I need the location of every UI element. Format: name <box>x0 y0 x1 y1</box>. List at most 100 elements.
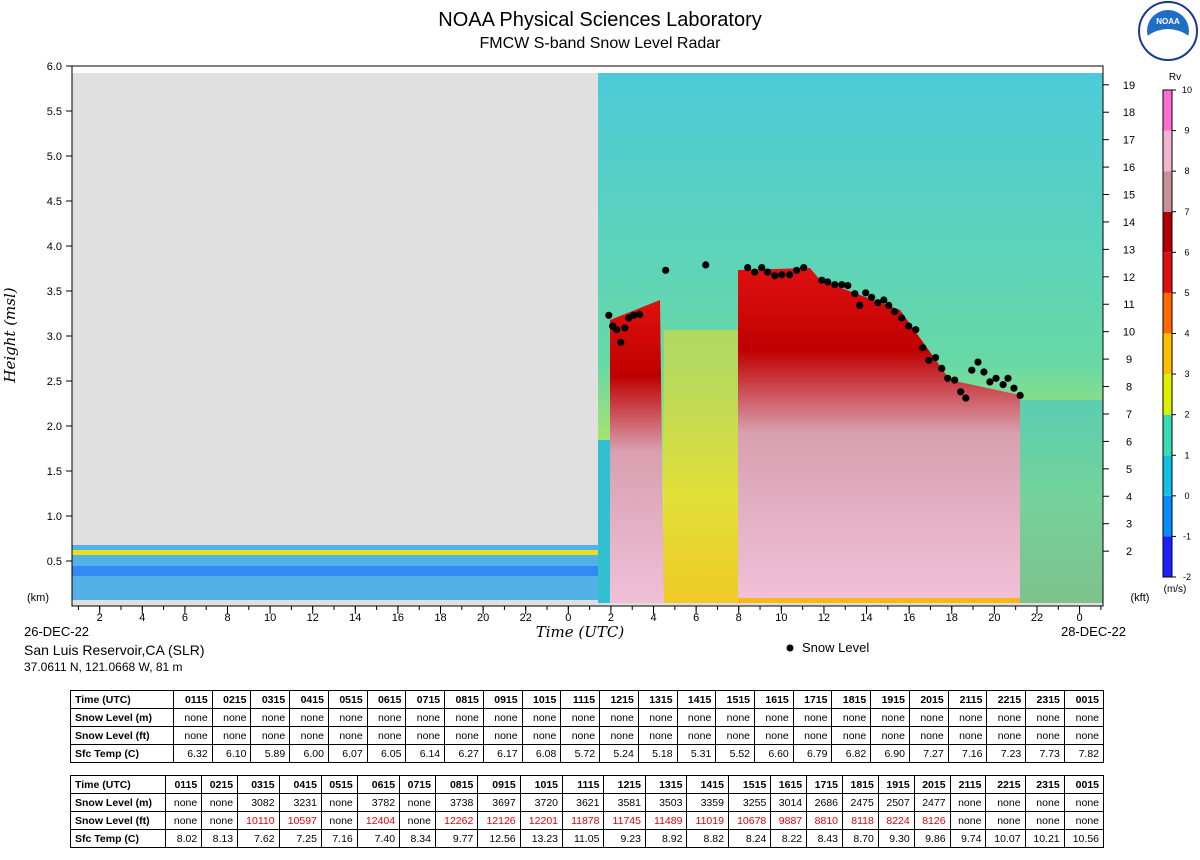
table-cell: none <box>560 726 601 745</box>
table-cell: 3231 <box>278 793 322 812</box>
table-cell: none <box>831 726 872 745</box>
snow-level-point <box>999 381 1007 389</box>
table-cell: none <box>165 793 203 812</box>
table-cell: none <box>320 811 358 830</box>
x-tick-label: 6 <box>693 612 699 624</box>
table-cell: 1315 <box>637 690 678 709</box>
x-tick-label: 16 <box>392 612 404 624</box>
snow-level-point <box>621 324 629 332</box>
table-cell: 0515 <box>327 690 368 709</box>
table-cell: none <box>250 726 291 745</box>
snow-level-point <box>925 356 933 364</box>
table-cell: none <box>831 708 872 727</box>
table-cell: none <box>985 811 1026 830</box>
table-cell: 0115 <box>165 775 203 794</box>
table-cell: 0215 <box>211 690 252 709</box>
table-cell: none <box>599 726 639 745</box>
snow-level-point <box>844 282 852 290</box>
table-cell: none <box>637 708 678 727</box>
table-cell: 8.43 <box>806 829 843 848</box>
snow-level-point <box>891 308 899 316</box>
snow-level-point <box>938 364 946 372</box>
table-cell: 0415 <box>289 690 329 709</box>
colorbar-band <box>1163 252 1172 293</box>
snow-level-point <box>818 276 826 284</box>
table-cell: 8.02 <box>165 829 203 848</box>
x-tick-label: 12 <box>818 612 830 624</box>
x-tick-label: 4 <box>650 612 656 624</box>
table-cell: none <box>1063 726 1105 745</box>
table-cell: 2315 <box>1024 775 1065 794</box>
x-tick-label: 18 <box>946 612 958 624</box>
table-cell: none <box>366 708 407 727</box>
colorbar-tick-label: -1 <box>1183 531 1191 541</box>
table-cell: 7.82 <box>1063 744 1105 763</box>
table-cell: 8.92 <box>644 829 688 848</box>
colorbar-tick-label: 9 <box>1184 126 1189 136</box>
snow-level-point <box>931 354 940 362</box>
x-tick-label: 10 <box>264 612 276 624</box>
table-cell: none <box>754 726 794 745</box>
table-cell: 3697 <box>477 793 521 812</box>
table-cell: 1715 <box>806 775 843 794</box>
colorbar-tick-label: 0 <box>1184 491 1189 501</box>
colorbar-tick-label: 2 <box>1184 410 1189 420</box>
table-cell: 3782 <box>356 793 401 812</box>
table-cell: none <box>1063 811 1105 830</box>
table-cell: 8126 <box>913 811 951 830</box>
table-cell: none <box>1024 811 1065 830</box>
chart-title: NOAA Physical Sciences Laboratory <box>438 9 762 31</box>
snow-level-point <box>793 266 801 274</box>
x-axis-title: Time (UTC) <box>536 623 625 641</box>
snow-level-point <box>992 374 1000 382</box>
table-cell: none <box>949 811 987 830</box>
table-cell: none <box>327 726 368 745</box>
y2-tick-label: 13 <box>1123 244 1135 256</box>
y2-tick-label: 4 <box>1126 491 1132 503</box>
table-cell: none <box>947 726 988 745</box>
table-cell: 6.00 <box>289 744 329 763</box>
snow-level-point <box>974 358 982 366</box>
y2-tick-label: 14 <box>1123 217 1135 229</box>
table-cell: 7.73 <box>1025 744 1065 763</box>
table-cell: 0315 <box>237 775 280 794</box>
y-tick-label: 4.0 <box>47 241 62 253</box>
table-cell: 0815 <box>444 690 484 709</box>
colorbar-band <box>1163 333 1172 375</box>
table-cell: none <box>211 708 252 727</box>
table-cell: 9.23 <box>603 829 646 848</box>
snow-level-point <box>617 338 625 346</box>
x-tick-label: 20 <box>988 612 1000 624</box>
table-cell: 7.16 <box>320 829 358 848</box>
table-cell: 11878 <box>561 811 605 830</box>
table-cell: 7.62 <box>237 829 280 848</box>
colorbar-tick-label: 8 <box>1184 166 1189 176</box>
table-cell: 6.60 <box>754 744 794 763</box>
table-cell: none <box>250 708 291 727</box>
y-tick-label: 6.0 <box>47 61 62 73</box>
y-tick-label: 2.0 <box>47 421 62 433</box>
snow-level-point <box>1016 391 1024 399</box>
table-cell: none <box>985 793 1026 812</box>
table-cell: 12262 <box>434 811 479 830</box>
table-cell: 3082 <box>237 793 280 812</box>
x-tick-label: 0 <box>1077 612 1083 624</box>
table-cell: none <box>521 726 562 745</box>
table-cell: 2475 <box>842 793 879 812</box>
colorbar-band <box>1163 171 1172 212</box>
table-cell: 0015 <box>1063 690 1105 709</box>
colorbar-tick-label: 5 <box>1184 288 1189 298</box>
snow-level-point <box>862 289 870 297</box>
snow-level-point <box>751 268 759 276</box>
colorbar-tick-label: 4 <box>1184 329 1189 339</box>
table-cell: none <box>366 726 407 745</box>
snow-level-point <box>1010 384 1018 392</box>
table-cell: 2477 <box>913 793 951 812</box>
table-cell: 11745 <box>603 811 646 830</box>
table-cell: 7.40 <box>356 829 401 848</box>
snow-level-point <box>919 344 927 352</box>
table-cell: none <box>444 726 484 745</box>
table-cell: 8.82 <box>686 829 729 848</box>
table-cell: Snow Level (m) <box>69 793 167 812</box>
table-cell: 11019 <box>686 811 729 830</box>
